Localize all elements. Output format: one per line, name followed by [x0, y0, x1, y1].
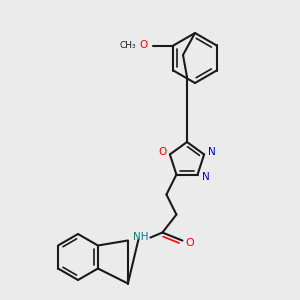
Text: N: N — [202, 172, 209, 182]
Text: N: N — [208, 147, 216, 158]
Text: O: O — [159, 147, 167, 158]
Text: O: O — [139, 40, 148, 50]
Text: NH: NH — [133, 232, 148, 242]
Text: O: O — [185, 238, 194, 248]
Text: CH₃: CH₃ — [119, 41, 136, 50]
